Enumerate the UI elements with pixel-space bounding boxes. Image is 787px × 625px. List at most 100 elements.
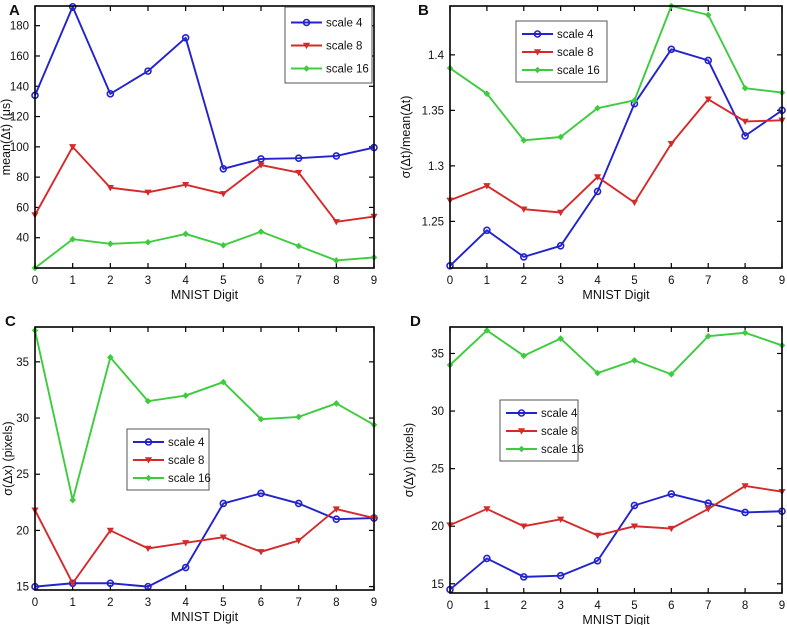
data-point-triangle-marker [520, 523, 528, 530]
data-point-triangle-marker [219, 191, 227, 198]
panel-a: A 0 1 2 3 4 5 6 7 8 9 40 60 80 100 120 140 160 180 MNIST D… [0, 0, 393, 312]
panel-c: C 0 1 2 3 4 5 6 7 8 9 15 20 25 30 35 MNIST Digit σ(Δx) (… [0, 312, 393, 625]
y-tick-label: 30 [16, 413, 29, 425]
series-line [449, 493, 783, 591]
x-tick-label: 9 [779, 275, 785, 287]
data-point-diamond-marker [182, 230, 189, 238]
data-point-diamond-marker [69, 235, 76, 243]
data-point-circle-marker [667, 490, 676, 498]
data-point-circle-marker [181, 34, 190, 42]
data-point-triangle-marker [182, 540, 190, 547]
data-point-triangle-marker [593, 174, 602, 181]
data-point-circle-marker [219, 499, 228, 508]
data-point-diamond-marker [303, 65, 310, 72]
data-point-triangle-marker [667, 525, 675, 533]
y-tick-label: 180 [10, 21, 29, 33]
data-point-diamond-marker [594, 104, 601, 112]
y-tick-label: 35 [431, 348, 444, 360]
series-line [34, 330, 375, 502]
x-tick-label: 3 [557, 600, 563, 612]
data-point-diamond-marker [145, 474, 152, 482]
data-point-circle-marker [144, 438, 153, 446]
x-tick-label: 1 [69, 275, 75, 287]
data-point-triangle-marker [533, 49, 542, 56]
x-tick-label: 5 [220, 275, 226, 287]
data-point-diamond-marker [182, 392, 189, 399]
panel-b-label: B [418, 2, 429, 19]
data-point-circle-marker [533, 30, 542, 38]
data-point-triangle-marker [483, 506, 491, 513]
x-tick-label: 4 [594, 275, 601, 287]
series-scale-4 [446, 45, 786, 270]
legend-entry-label: scale 8 [326, 41, 362, 53]
legend-entry-label: scale 16 [168, 473, 211, 485]
x-tick-label: 4 [182, 275, 189, 287]
series-line [34, 5, 375, 170]
data-point-diamond-marker [220, 241, 227, 249]
panel-a-plot: 0 1 2 3 4 5 6 7 8 9 40 60 80 100 120 140 160 180 MNIST Dig… [0, 2, 378, 302]
series-scale-4 [31, 489, 378, 591]
data-point-triangle-marker [517, 428, 526, 435]
data-point-diamond-marker [704, 11, 712, 19]
y-tick-label: 120 [10, 112, 29, 124]
data-point-circle-marker [593, 556, 602, 565]
data-point-triangle-marker [741, 118, 749, 126]
data-point-circle-marker [556, 241, 565, 250]
y-tick-label: 30 [431, 406, 444, 418]
series-line [34, 145, 375, 223]
data-point-triangle-marker [630, 523, 639, 530]
y-tick-label: 100 [10, 142, 29, 154]
data-point-diamond-marker [704, 332, 712, 340]
x-tick-label: 2 [107, 597, 113, 609]
data-point-diamond-marker [333, 257, 340, 264]
legend: scale 4 scale 8 scale 16 [515, 20, 608, 83]
x-tick-label: 3 [145, 275, 151, 287]
y-tick-label: 35 [16, 357, 29, 369]
x-tick-label: 1 [484, 600, 490, 612]
data-point-circle-marker [741, 508, 749, 517]
y-tick-label: 140 [10, 81, 29, 93]
data-point-circle-marker [630, 501, 639, 510]
x-tick-label: 8 [333, 597, 339, 609]
legend-entry-label: scale 4 [557, 29, 594, 41]
x-tick-label: 4 [594, 600, 601, 612]
data-point-triangle-marker [520, 206, 528, 213]
series-scale-4 [446, 490, 786, 594]
plot-box [34, 5, 375, 269]
x-tick-label: 0 [447, 275, 453, 287]
series-scale-8 [446, 483, 786, 540]
y-tick-label: 60 [16, 202, 29, 214]
x-tick-label: 7 [295, 275, 301, 287]
y-tick-label: 1.3 [428, 161, 444, 173]
data-point-circle-marker [219, 165, 228, 173]
x-tick-label: 8 [742, 275, 748, 287]
plot-box [449, 5, 783, 269]
x-tick-label: 5 [631, 275, 637, 287]
y-tick-label: 1.35 [422, 105, 444, 117]
legend-entry-label: scale 16 [541, 444, 584, 456]
data-point-triangle-marker [704, 506, 712, 513]
data-point-circle-marker [593, 187, 602, 196]
series-scale-8 [31, 506, 378, 587]
legend-entry-label: scale 4 [168, 437, 205, 449]
series-line [449, 98, 783, 214]
data-point-circle-marker [741, 132, 749, 140]
x-tick-label: 0 [447, 600, 453, 612]
legend-entry-label: scale 8 [557, 47, 593, 59]
data-point-circle-marker [519, 573, 528, 581]
data-point-triangle-marker [144, 545, 152, 553]
legend-entry-label: scale 8 [168, 455, 204, 467]
data-point-diamond-marker [144, 238, 152, 246]
series-line [449, 48, 783, 267]
plot-box [449, 326, 783, 594]
panel-d: D 0 1 2 3 4 5 6 7 8 9 15 20 25 30 35 MNIST Digit σ(Δy) (… [393, 312, 786, 625]
data-point-triangle-marker [704, 96, 712, 103]
data-point-diamond-marker [741, 84, 749, 92]
y-tick-label: 15 [16, 582, 29, 594]
axes: 0 1 2 3 4 5 6 7 8 9 15 20 25 30 35 MNIST Digit σ(Δx) (pi… [1, 327, 377, 624]
y-tick-label: 1.4 [428, 50, 445, 62]
data-point-circle-marker [704, 56, 713, 65]
data-point-circle-marker [667, 45, 676, 54]
x-tick-label: 6 [258, 275, 264, 287]
